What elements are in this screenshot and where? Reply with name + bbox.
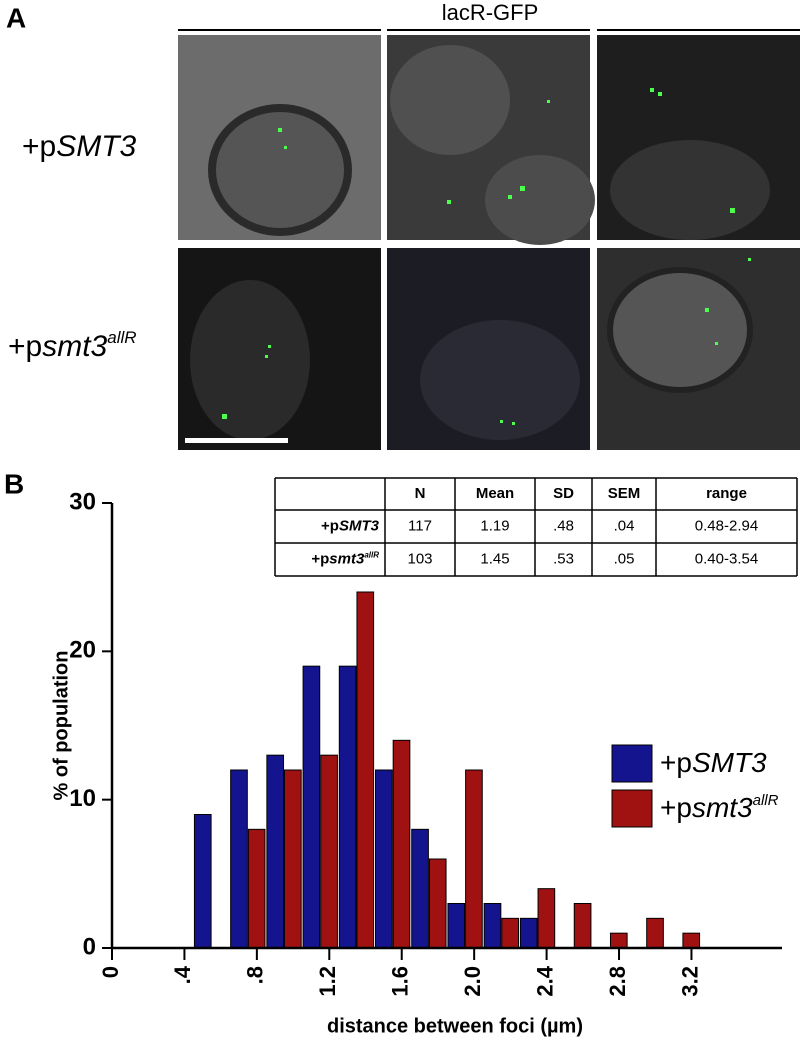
bar (646, 917, 664, 949)
x-tick-label: .8 (243, 966, 268, 984)
bar (392, 739, 411, 949)
bar (519, 917, 538, 949)
x-tick-label: .4 (170, 965, 195, 984)
bar (447, 903, 466, 949)
table-cell: .04 (614, 517, 635, 534)
text-run: +p (660, 747, 692, 778)
x-tick-label: 0 (98, 966, 123, 978)
bar (537, 888, 556, 949)
y-tick-label: 30 (69, 488, 96, 515)
bar (428, 858, 447, 949)
table-cell: .53 (553, 550, 574, 567)
x-tick-label: 3.2 (677, 966, 702, 997)
text-run: SMT3 (339, 517, 380, 534)
table-header: Mean (476, 485, 514, 502)
bar (230, 769, 248, 949)
table-cell: 0.40-3.54 (695, 550, 758, 567)
row-label: +pSMT3 (22, 130, 137, 163)
row-label: +psmt3allR (8, 328, 137, 363)
bar (609, 932, 628, 949)
bar (338, 665, 357, 949)
text-run: allR (107, 328, 136, 347)
table-cell: 1.45 (480, 550, 509, 567)
bar (411, 828, 429, 949)
bar (682, 932, 701, 949)
legend-label: +pSMT3 (660, 747, 767, 778)
bar (193, 814, 212, 949)
bar (375, 769, 393, 949)
bar (284, 769, 302, 949)
table-cell: 1.19 (480, 517, 509, 534)
legend-swatch (611, 789, 653, 828)
text-run: +p (321, 517, 339, 534)
bar (302, 665, 321, 949)
bar (465, 769, 483, 949)
table-cell: 117 (408, 517, 432, 534)
table-header: SEM (608, 485, 641, 502)
text-run: +p (22, 130, 56, 163)
table-header: N (415, 485, 426, 502)
y-tick-label: 20 (69, 637, 96, 664)
text-run: smt3 (692, 792, 753, 823)
legend-label: +psmt3allR (660, 792, 779, 823)
bar (247, 828, 266, 949)
text-run: allR (753, 792, 779, 809)
bar (320, 754, 338, 949)
table-cell: .48 (553, 517, 574, 534)
table-header: range (706, 485, 747, 502)
y-tick-label: 10 (69, 785, 96, 812)
table-cell: .05 (614, 550, 635, 567)
x-tick-label: 2.0 (460, 966, 485, 997)
text-run: SMT3 (692, 747, 767, 778)
panel-header: lacR-GFP (442, 0, 539, 25)
bar (501, 917, 519, 949)
table-row-label: +psmt3allR (311, 550, 379, 567)
text-run: smt3 (42, 330, 107, 363)
text-run: +p (660, 792, 692, 823)
bar (483, 903, 502, 949)
table-header: SD (553, 485, 574, 502)
table-cell: 0.48-2.94 (695, 517, 758, 534)
x-tick-label: 1.2 (315, 966, 340, 997)
x-tick-label: 1.6 (388, 966, 413, 997)
x-tick-label: 2.4 (532, 965, 557, 996)
text-run: +p (311, 550, 329, 567)
x-axis-label: distance between foci (µm) (327, 1015, 583, 1037)
micrographs (178, 35, 800, 450)
bar (266, 754, 285, 949)
table-cell: 103 (407, 550, 432, 567)
y-tick-label: 0 (83, 933, 96, 960)
bar (356, 591, 375, 949)
bar (573, 903, 592, 949)
text-run: SMT3 (56, 130, 136, 163)
legend-swatch (611, 744, 653, 783)
text-run: smt3 (329, 550, 365, 567)
panel-label: A (6, 2, 26, 33)
y-axis-label: % of population (50, 651, 72, 801)
x-tick-label: 2.8 (605, 966, 630, 997)
table-row-label: +pSMT3 (321, 517, 380, 534)
panel-label: B (4, 468, 24, 499)
text-run: allR (364, 550, 379, 559)
text-run: +p (8, 330, 42, 363)
